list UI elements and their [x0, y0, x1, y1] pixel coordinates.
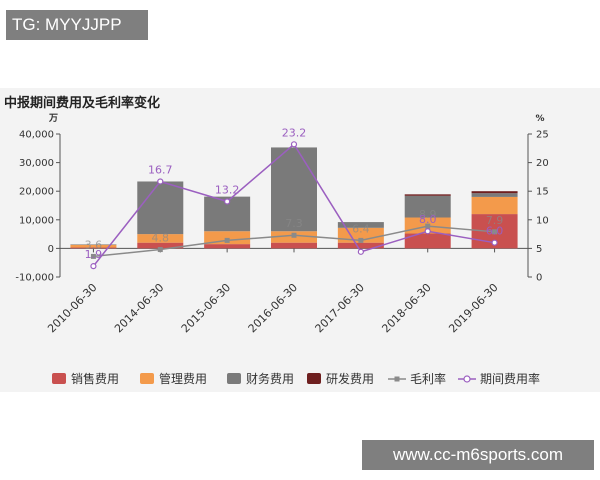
- x-tick-label: 2010-06-30: [45, 281, 99, 335]
- legend-label: 期间费用率: [480, 371, 540, 386]
- expense-ratio-point: [424, 228, 431, 235]
- legend-swatch: [140, 373, 154, 384]
- legend-swatch: [307, 373, 321, 384]
- right-tick-label: 20: [536, 158, 549, 169]
- gross-margin-point: [291, 232, 297, 238]
- gross-margin-data-label: 8.9: [419, 208, 437, 221]
- legend-label: 毛利率: [410, 371, 446, 386]
- gross-margin-point: [90, 253, 96, 259]
- expense-ratio-point: [491, 239, 498, 246]
- left-tick-label: 20,000: [19, 187, 54, 198]
- expense-ratio-point: [357, 248, 364, 255]
- x-tick-label: 2015-06-30: [179, 281, 233, 335]
- right-tick-label: 10: [536, 215, 549, 226]
- expense-ratio-point: [157, 178, 164, 185]
- legend-label: 管理费用: [159, 371, 207, 386]
- watermark-bottom: www.cc-m6sports.com: [362, 440, 594, 470]
- bar-segment: [471, 193, 518, 197]
- bar-segment: [137, 181, 184, 235]
- bar-segment: [70, 244, 117, 245]
- gross-margin-data-label: 6.4: [352, 222, 370, 235]
- legend-label: 研发费用: [326, 371, 374, 386]
- gross-margin-point: [425, 223, 431, 229]
- left-tick-label: 40,000: [19, 130, 54, 141]
- left-unit-label: 万: [48, 113, 58, 124]
- expense-ratio-point: [290, 141, 298, 148]
- legend-label: 销售费用: [71, 371, 119, 386]
- gross-margin-data-label: 7.9: [486, 214, 504, 227]
- expense-ratio-point: [90, 263, 97, 270]
- legend-swatch: [52, 373, 66, 384]
- right-tick-label: 0: [536, 273, 542, 284]
- right-unit-label: %: [535, 114, 544, 124]
- bar-segment: [471, 191, 518, 194]
- x-tick-label: 2018-06-30: [379, 281, 433, 335]
- left-tick-label: -10,000: [15, 273, 54, 284]
- expense-ratio-data-label: 6.0: [486, 225, 504, 238]
- gross-margin-point: [492, 229, 498, 235]
- legend-marker: [463, 375, 471, 383]
- bar-segment: [471, 196, 518, 215]
- expense-ratio-data-label: 16.7: [148, 163, 173, 176]
- expense-ratio-data-label: 13.2: [215, 183, 240, 196]
- gross-margin-point: [358, 237, 364, 243]
- left-tick-label: 30,000: [19, 158, 54, 169]
- right-tick-label: 5: [536, 244, 542, 255]
- bar-segment: [404, 194, 451, 196]
- bar-segment: [404, 195, 451, 218]
- bar-segment: [271, 242, 317, 249]
- left-tick-label: 10,000: [19, 215, 54, 226]
- bar-segment: [204, 231, 251, 245]
- gross-margin-point: [224, 237, 230, 243]
- gross-margin-point: [157, 247, 163, 253]
- expense-ratio-point: [224, 198, 231, 205]
- x-tick-label: 2016-06-30: [246, 281, 300, 335]
- expense-ratio-data-label: 8.0: [419, 213, 437, 226]
- watermark-top: TG: MYYJJPP: [6, 10, 148, 40]
- bar-segment: [271, 147, 317, 232]
- chart-title: 中报期间费用及毛利率变化: [4, 96, 161, 111]
- bar-segment: [137, 234, 184, 243]
- bar-segment: [70, 247, 117, 249]
- legend-label: 财务费用: [246, 371, 294, 386]
- expense-ratio-data-label: 1.9: [85, 248, 103, 261]
- right-tick-label: 25: [536, 130, 549, 141]
- gross-margin-data-label: 4.8: [152, 232, 170, 245]
- expense-ratio-data-label: 23.2: [282, 126, 307, 139]
- x-tick-label: 2019-06-30: [446, 281, 500, 335]
- left-tick-label: 0: [48, 244, 54, 255]
- legend-swatch: [227, 373, 241, 384]
- bar-segment: [137, 242, 184, 249]
- bar-segment: [70, 244, 117, 248]
- bar-segment: [404, 233, 451, 249]
- x-tick-label: 2014-06-30: [112, 281, 166, 335]
- x-tick-label: 2017-06-30: [313, 281, 367, 335]
- right-tick-label: 15: [536, 187, 549, 198]
- legend-marker: [394, 376, 400, 382]
- bar-segment: [337, 222, 384, 228]
- gross-margin-data-label: 3.6: [85, 238, 103, 251]
- bar-segment: [204, 244, 251, 249]
- gross-margin-data-label: 7.3: [285, 217, 303, 230]
- bar-segment: [337, 242, 384, 249]
